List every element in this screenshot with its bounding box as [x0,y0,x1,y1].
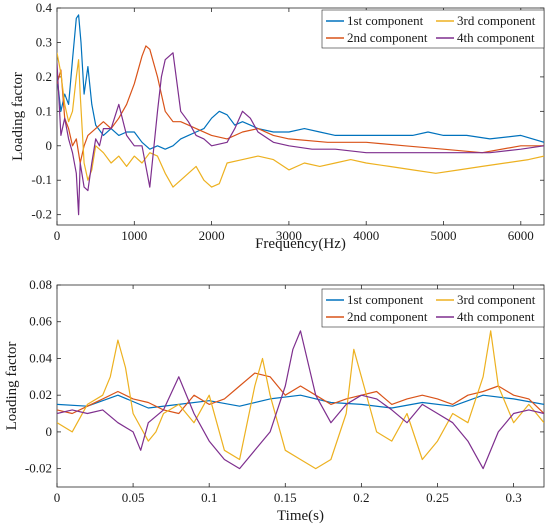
legend-label: 3rd component [457,13,536,28]
y-tick-label: -0.2 [31,207,52,222]
x-tick-label: 0.1 [201,490,217,505]
x-tick-label: 0 [54,228,61,243]
x-tick-label: 3000 [276,228,302,243]
y-axis-label: Loading factor [4,342,20,431]
chart-2: 0 0.05 0.1 0.15 0.2 0.25 0.3-0.0200.020.040.06… [4,277,545,524]
x-tick-label: 1000 [121,228,147,243]
x-tick-label: 0.25 [426,490,449,505]
legend-label: 1st component [347,292,424,307]
series-line-4 [57,330,544,470]
legend-label: 4th component [457,309,535,324]
x-axis-label: Time(s) [277,508,324,524]
y-tick-label: 0 [46,424,53,439]
chart-1: 0 1000 2000 3000 4000 5000 6000 -0.2 -0.1 0 0.1 0.2… [10,0,545,252]
y-tick-label: 0.06 [29,314,52,329]
x-tick-label: 5000 [431,228,457,243]
legend-box [321,288,545,328]
y-tick-label: 0.1 [36,103,52,118]
legend: 1st component 3rd component 2nd component 4… [321,9,545,49]
y-tick-label: 0 [46,138,53,153]
x-tick-label: 0.05 [122,490,145,505]
y-axis-label: Loading factor [10,72,26,161]
y-tick-label: 0.04 [29,350,52,365]
x-tick-label: 0.2 [353,490,369,505]
x-axis-label: Frequency(Hz) [255,236,346,252]
series-line-2 [57,372,544,415]
x-tick-label: 2000 [199,228,225,243]
series-line-1 [57,394,544,409]
legend-label: 2nd component [347,30,428,45]
series-line-3 [57,52,544,188]
legend: 1st component 3rd component 2nd component 4… [321,288,545,328]
legend-label: 4th component [457,30,535,45]
y-tick-label: -0.1 [31,172,52,187]
x-tick-label: 6000 [508,228,534,243]
x-tick-label: 4000 [353,228,379,243]
y-tick-label: 0.3 [36,34,52,49]
y-tick-label: 0.4 [36,0,53,15]
series-line-4 [57,52,544,216]
x-tick-label: 0.15 [274,490,297,505]
legend-box [321,9,545,49]
legend-label: 3rd component [457,292,536,307]
legend-label: 2nd component [347,309,428,324]
legend-label: 1st component [347,13,424,28]
y-tick-label: 0.02 [29,387,52,402]
x-tick-label: 0 [54,490,61,505]
series-line-1 [57,14,544,150]
series-line-3 [57,330,544,470]
y-tick-label: 0.08 [29,277,52,292]
y-tick-label: -0.02 [25,461,52,476]
x-tick-label: 0.3 [505,490,521,505]
y-tick-label: 0.2 [36,69,52,84]
